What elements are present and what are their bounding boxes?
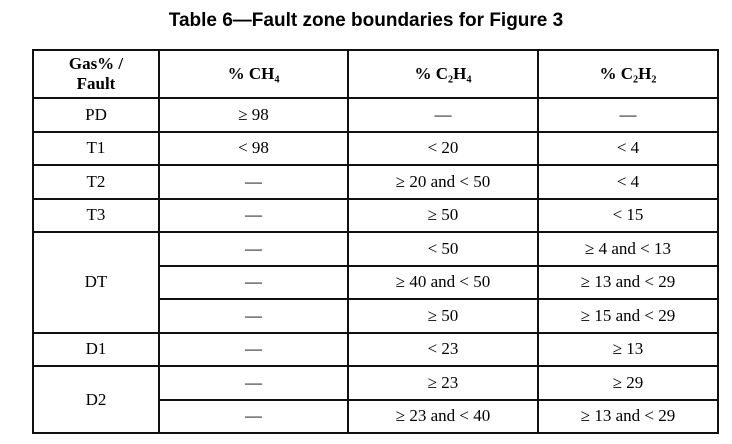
- fault-cell: D1: [32, 331, 160, 367]
- header-row: Gas% / Fault % CH₄ % C₂H₄ % C₂H₂: [32, 49, 719, 99]
- table-row: T3 — ≥ 50 < 15: [32, 197, 719, 233]
- c2h2-cell: < 4: [537, 130, 719, 166]
- c2h2-cell: ≥ 13: [537, 331, 719, 367]
- c2h2-cell: < 4: [537, 164, 719, 200]
- c2h4-cell: ≥ 40 and < 50: [347, 264, 539, 300]
- header-fault: Gas% / Fault: [32, 49, 160, 99]
- fault-cell: PD: [32, 97, 160, 133]
- fault-cell: D2: [32, 365, 160, 434]
- c2h2-cell: ≥ 13 and < 29: [537, 398, 719, 434]
- c2h2-cell: ≥ 13 and < 29: [537, 264, 719, 300]
- c2h4-cell: < 50: [347, 231, 539, 267]
- table-title: Table 6—Fault zone boundaries for Figure…: [168, 10, 564, 31]
- ch4-cell: —: [158, 331, 349, 367]
- c2h4-cell: ≥ 23 and < 40: [347, 398, 539, 434]
- ch4-cell: —: [158, 365, 349, 401]
- table-row: D1 — < 23 ≥ 13: [32, 331, 719, 367]
- fault-cell: DT: [32, 231, 160, 334]
- c2h4-cell: ≥ 50: [347, 197, 539, 233]
- table-row: T2 — ≥ 20 and < 50 < 4: [32, 164, 719, 200]
- ch4-cell: —: [158, 264, 349, 300]
- c2h4-cell: ≥ 50: [347, 298, 539, 334]
- ch4-cell: < 98: [158, 130, 349, 166]
- ch4-cell: —: [158, 298, 349, 334]
- table-row: T1 < 98 < 20 < 4: [32, 130, 719, 166]
- fault-cell: T1: [32, 130, 160, 166]
- table-row: — ≥ 23 and < 40 ≥ 13 and < 29: [33, 398, 719, 434]
- table-row: PD ≥ 98 — —: [32, 97, 719, 133]
- table-row: — ≥ 50 ≥ 15 and < 29: [33, 298, 719, 334]
- c2h4-cell: ≥ 20 and < 50: [347, 164, 539, 200]
- header-ch4: % CH₄: [158, 49, 349, 99]
- c2h4-cell: ≥ 23: [347, 365, 539, 401]
- c2h2-cell: ≥ 29: [537, 365, 719, 401]
- table-row: D2 — ≥ 23 ≥ 29: [32, 365, 719, 434]
- c2h2-cell: —: [537, 97, 719, 133]
- fault-cell: T2: [32, 164, 160, 200]
- c2h2-cell: ≥ 15 and < 29: [537, 298, 719, 334]
- fault-zone-table: Gas% / Fault % CH₄ % C₂H₄ % C₂H₂ PD ≥ 98…: [32, 49, 719, 434]
- header-c2h2: % C₂H₂: [537, 49, 719, 99]
- ch4-cell: —: [158, 398, 349, 434]
- c2h2-cell: < 15: [537, 197, 719, 233]
- ch4-cell: —: [158, 231, 349, 267]
- table-row: — ≥ 40 and < 50 ≥ 13 and < 29: [33, 264, 719, 300]
- ch4-cell: ≥ 98: [158, 97, 349, 133]
- table-row: DT — < 50 ≥ 4 and < 13: [32, 231, 719, 334]
- ch4-cell: —: [158, 164, 349, 200]
- c2h4-cell: —: [347, 97, 539, 133]
- fault-cell: T3: [32, 197, 160, 233]
- c2h4-cell: < 20: [347, 130, 539, 166]
- header-c2h4: % C₂H₄: [347, 49, 539, 99]
- c2h2-cell: ≥ 4 and < 13: [537, 231, 719, 267]
- ch4-cell: —: [158, 197, 349, 233]
- header-fault-label: Gas% / Fault: [68, 54, 124, 93]
- c2h4-cell: < 23: [347, 331, 539, 367]
